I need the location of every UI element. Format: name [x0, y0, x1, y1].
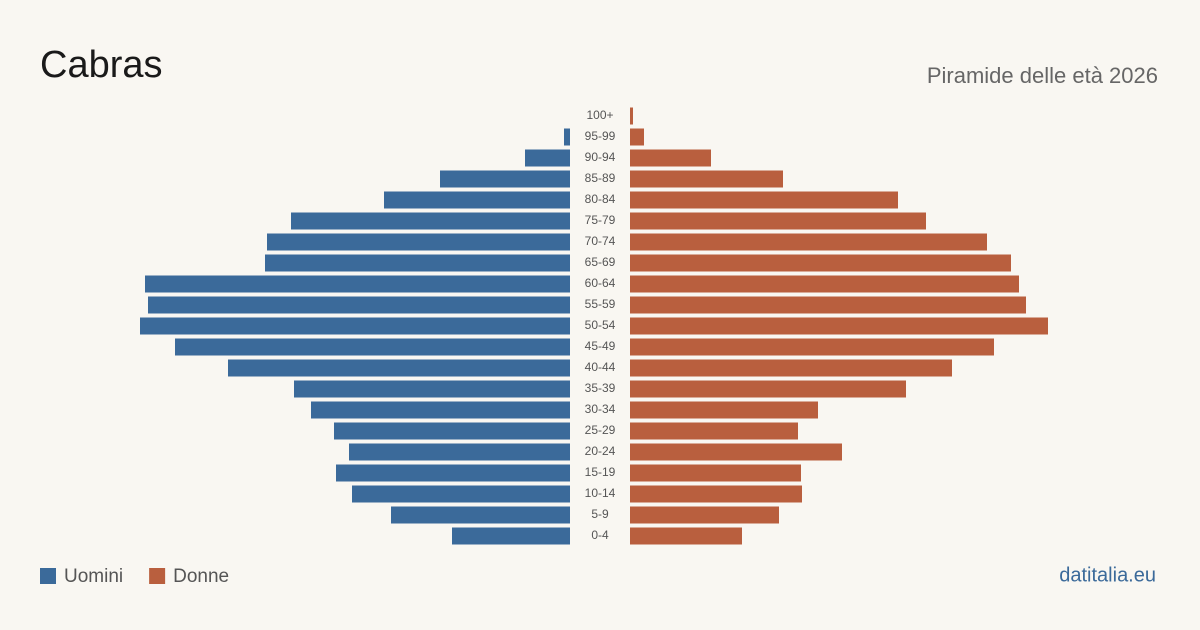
bar-women [630, 338, 994, 356]
age-label: 60-64 [585, 276, 616, 290]
age-label: 95-99 [585, 129, 616, 143]
age-label: 75-79 [585, 213, 616, 227]
bar-men [564, 128, 570, 146]
bar-women [630, 107, 633, 125]
age-label: 35-39 [585, 381, 616, 395]
bar-women [630, 401, 818, 419]
legend-swatch [40, 568, 56, 584]
bar-women [630, 422, 798, 440]
chart-title: Cabras [40, 44, 163, 86]
bar-women [630, 317, 1048, 335]
bar-men [352, 485, 570, 503]
bar-women [630, 233, 987, 251]
bar-men [228, 359, 570, 377]
bar-men [175, 338, 570, 356]
legend-label: Uomini [64, 566, 123, 587]
bar-men [384, 191, 570, 209]
bar-women [630, 506, 779, 524]
age-label: 20-24 [585, 444, 616, 458]
age-label: 30-34 [585, 402, 616, 416]
age-label: 15-19 [585, 465, 616, 479]
bar-women [630, 527, 742, 545]
bar-men [291, 212, 570, 230]
bar-men [525, 149, 570, 167]
bar-women [630, 128, 644, 146]
bar-women [630, 275, 1019, 293]
age-label: 100+ [586, 108, 613, 122]
age-label: 45-49 [585, 339, 616, 353]
bar-women [630, 485, 802, 503]
age-label: 50-54 [585, 318, 616, 332]
age-label: 40-44 [585, 360, 616, 374]
bar-women [630, 191, 898, 209]
age-label: 90-94 [585, 150, 616, 164]
source: datitalia.eu [1059, 564, 1156, 586]
legend-label: Donne [173, 566, 229, 587]
age-label: 70-74 [585, 234, 616, 248]
bar-women [630, 380, 906, 398]
bar-men [294, 380, 570, 398]
bar-women [630, 254, 1011, 272]
bar-men [265, 254, 570, 272]
age-label: 10-14 [585, 486, 616, 500]
age-label: 5-9 [591, 507, 609, 521]
bar-men [311, 401, 570, 419]
age-label: 55-59 [585, 297, 616, 311]
bar-men [391, 506, 570, 524]
bar-men [349, 443, 570, 461]
bar-men [440, 170, 570, 188]
age-label: 25-29 [585, 423, 616, 437]
bar-men [452, 527, 570, 545]
bar-men [148, 296, 570, 314]
bar-women [630, 443, 842, 461]
bar-men [334, 422, 570, 440]
bar-women [630, 212, 926, 230]
bar-women [630, 296, 1026, 314]
bar-women [630, 149, 711, 167]
bar-women [630, 464, 801, 482]
bar-men [336, 464, 570, 482]
age-label: 65-69 [585, 255, 616, 269]
bar-men [267, 233, 570, 251]
bar-women [630, 170, 783, 188]
age-label: 0-4 [591, 528, 609, 542]
age-label: 85-89 [585, 171, 616, 185]
bar-women [630, 359, 952, 377]
bar-men [145, 275, 570, 293]
chart-subtitle: Piramide delle età 2026 [927, 63, 1158, 88]
legend-swatch [149, 568, 166, 584]
age-label: 80-84 [585, 192, 616, 206]
bar-men [140, 317, 570, 335]
